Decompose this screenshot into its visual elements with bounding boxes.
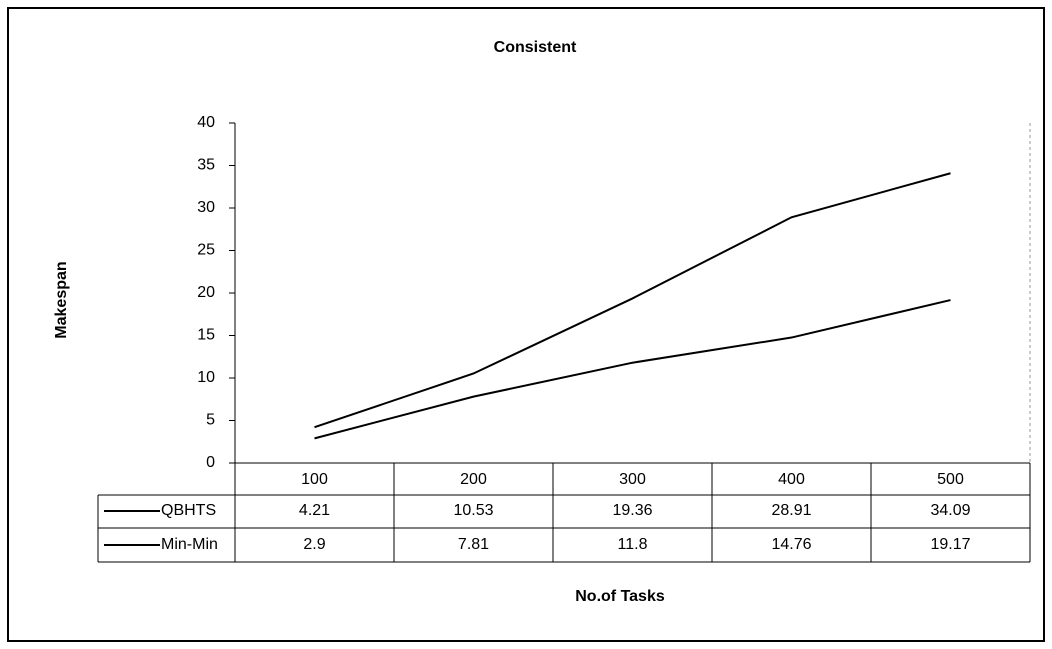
x-tick-label: 100 bbox=[301, 471, 328, 488]
y-tick-label: 40 bbox=[197, 114, 215, 131]
table-value: 10.53 bbox=[453, 502, 493, 519]
x-tick-label: 500 bbox=[937, 471, 964, 488]
table-value: 7.81 bbox=[458, 536, 489, 553]
x-tick-label: 300 bbox=[619, 471, 646, 488]
chart-title: Consistent bbox=[494, 39, 577, 56]
x-axis-label: No.of Tasks bbox=[575, 588, 665, 605]
y-tick-label: 10 bbox=[197, 369, 215, 386]
table-value: 19.17 bbox=[930, 536, 970, 553]
y-tick-label: 25 bbox=[197, 242, 215, 259]
chart-border bbox=[7, 7, 1045, 642]
legend-label: Min-Min bbox=[161, 536, 218, 553]
legend-label: QBHTS bbox=[161, 502, 216, 519]
table-value: 19.36 bbox=[612, 502, 652, 519]
y-tick-label: 15 bbox=[197, 327, 215, 344]
table-value: 11.8 bbox=[618, 536, 648, 553]
series-line bbox=[314, 299, 951, 440]
y-tick-label: 30 bbox=[197, 199, 215, 216]
x-tick-label: 200 bbox=[460, 471, 487, 488]
y-tick-label: 0 bbox=[206, 454, 215, 471]
x-tick-label: 400 bbox=[778, 471, 805, 488]
table-value: 34.09 bbox=[930, 502, 970, 519]
y-tick-label: 5 bbox=[206, 412, 215, 429]
table-value: 2.9 bbox=[303, 536, 325, 553]
y-tick-label: 20 bbox=[197, 284, 215, 301]
data-table bbox=[97, 462, 1031, 563]
series-line bbox=[314, 172, 951, 429]
table-value: 14.76 bbox=[771, 536, 811, 553]
y-tick-label: 35 bbox=[197, 157, 215, 174]
table-value: 28.91 bbox=[771, 502, 811, 519]
y-axis-label: Makespan bbox=[53, 261, 70, 338]
table-value: 4.21 bbox=[299, 502, 330, 519]
